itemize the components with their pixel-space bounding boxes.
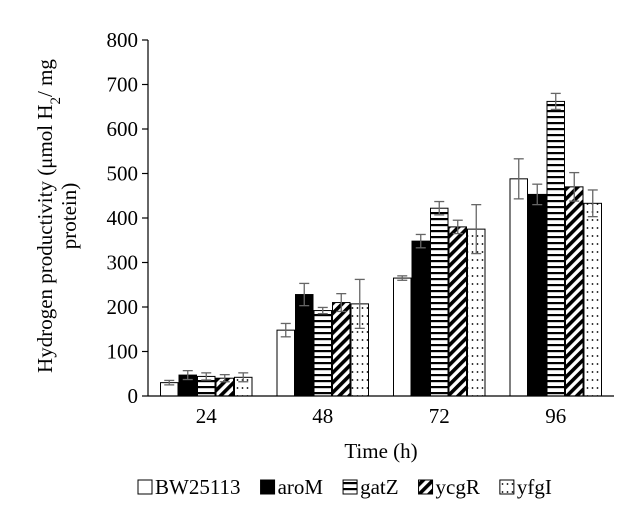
x-axis-title: Time (h)	[344, 439, 417, 463]
legend-swatch	[418, 479, 434, 495]
bar-ycgR-96	[565, 186, 584, 397]
legend-swatch	[260, 479, 276, 495]
legend-label: gatZ	[360, 475, 398, 499]
bar-aroM-72	[411, 240, 430, 397]
y-axis-title-subscript: 2	[48, 97, 64, 105]
bar-gatZ-96	[546, 100, 565, 397]
legend-label: ycgR	[436, 475, 480, 499]
bar-BW25113-48	[276, 329, 295, 397]
x-tick-label: 48	[312, 404, 333, 428]
error-bar-gatZ-24	[201, 372, 212, 381]
bar-ycgR-48	[332, 302, 351, 397]
error-bar-yfgI-48	[354, 278, 365, 330]
y-tick-label: 600	[107, 117, 139, 141]
y-axis-title-part1: Hydrogen productivity (μmol H	[33, 104, 57, 372]
error-bar-yfgI-96	[587, 189, 598, 218]
x-tick-label: 24	[196, 404, 218, 428]
error-bar-yfgI-24	[238, 372, 249, 383]
error-bar-gatZ-96	[550, 92, 561, 111]
error-bar-ycgR-48	[336, 292, 347, 313]
error-bar-BW25113-72	[397, 275, 408, 281]
bar-gatZ-72	[430, 207, 449, 397]
y-axis-title: Hydrogen productivity (μmol H2/ mg prote…	[33, 59, 81, 373]
y-tick-label: 100	[107, 340, 139, 364]
svg-text:Hydrogen productivity (μmol H2: Hydrogen productivity (μmol H2/ mg	[33, 59, 64, 373]
y-tick-label: 200	[107, 295, 139, 319]
legend-item-aroM: aroM	[260, 475, 324, 499]
error-bar-BW25113-96	[513, 158, 524, 200]
bar-BW25113-96	[509, 178, 528, 397]
y-axis-title-part2: / mg	[33, 59, 57, 97]
bar-ycgR-72	[448, 226, 467, 397]
error-bar-ycgR-72	[452, 219, 463, 235]
error-bar-gatZ-72	[434, 200, 445, 216]
x-axis-ticks: 24 48 72 96	[196, 404, 567, 428]
error-bar-aroM-96	[532, 183, 543, 206]
error-bar-ycgR-24	[219, 373, 230, 383]
y-axis-ticks: 0 100 200 300 400 500 600 700 800	[107, 28, 148, 408]
error-bar-ycgR-96	[569, 171, 580, 202]
bars	[160, 100, 602, 397]
error-bar-aroM-24	[182, 369, 193, 381]
error-bar-yfgI-72	[471, 203, 482, 255]
error-bars	[164, 92, 598, 386]
x-tick-label: 72	[429, 404, 450, 428]
error-bar-aroM-72	[415, 233, 426, 249]
y-tick-label: 0	[128, 384, 139, 408]
y-tick-label: 400	[107, 206, 139, 230]
y-tick-label: 800	[107, 28, 139, 52]
legend-item-gatZ: gatZ	[342, 475, 399, 499]
y-tick-label: 700	[107, 73, 139, 97]
bar-yfgI-96	[583, 202, 602, 397]
y-axis-title-line2: protein)	[57, 183, 81, 249]
legend: BW25113 aroM gatZ ycgR yfgI	[137, 475, 552, 499]
legend-label: yfgI	[517, 475, 552, 499]
legend-label: aroM	[278, 475, 324, 499]
bar-BW25113-72	[393, 277, 412, 397]
legend-swatch	[499, 479, 515, 495]
y-tick-label: 300	[107, 251, 139, 275]
legend-label: BW25113	[155, 475, 241, 499]
error-bar-BW25113-48	[280, 322, 291, 338]
legend-swatch	[342, 479, 358, 495]
legend-swatch	[137, 479, 153, 495]
error-bar-aroM-48	[299, 282, 310, 307]
legend-item-BW25113: BW25113	[137, 475, 241, 499]
bar-gatZ-48	[313, 310, 332, 397]
legend-item-ycgR: ycgR	[418, 475, 480, 499]
legend-item-yfgI: yfgI	[499, 475, 552, 499]
error-bar-gatZ-48	[317, 306, 328, 315]
bar-aroM-96	[528, 193, 547, 397]
x-tick-label: 96	[545, 404, 566, 428]
error-bar-BW25113-24	[164, 379, 175, 386]
bar-aroM-48	[295, 294, 314, 397]
y-tick-label: 500	[107, 162, 139, 186]
